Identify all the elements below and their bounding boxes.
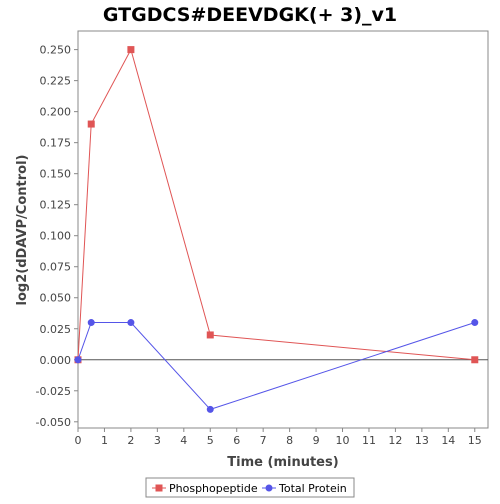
total-protein-point: [74, 356, 82, 364]
x-tick-label: 2: [127, 434, 134, 447]
plot-area: [77, 30, 489, 429]
y-tick-label: -0.025: [36, 385, 71, 398]
x-tick-label: 7: [260, 434, 267, 447]
y-tick-label: 0.250: [40, 44, 72, 57]
y-axis: -0.050 -0.025 0.000 0.025 0.050 0.075 0.100 0.1…: [36, 44, 78, 429]
x-tick-label: 11: [362, 434, 376, 447]
y-tick-label: 0.100: [40, 230, 72, 243]
legend: Phosphopeptide Total Protein: [145, 477, 355, 498]
y-tick-label: 0.225: [40, 75, 72, 88]
y-tick-label: 0.050: [40, 292, 72, 305]
total-protein-point: [87, 319, 95, 327]
x-tick-label: 14: [441, 434, 455, 447]
x-tick-label: 4: [180, 434, 187, 447]
y-tick-label: 0.125: [40, 199, 72, 212]
legend-label-total-protein: Total Protein: [278, 482, 347, 495]
y-tick-label: 0.025: [40, 323, 72, 336]
phosphopeptide-point: [471, 356, 479, 364]
x-tick-label: 8: [286, 434, 293, 447]
x-tick-label: 15: [468, 434, 482, 447]
y-tick-label: 0.175: [40, 137, 72, 150]
total-protein-point: [127, 319, 135, 327]
legend-box: [145, 477, 355, 498]
legend-swatch-phosphopeptide: [155, 484, 163, 492]
total-protein-point: [471, 319, 479, 327]
chart-title: GTGDCS#DEEVDGK(+ 3)_v1: [103, 4, 397, 26]
y-tick-label: 0.200: [40, 106, 72, 119]
x-tick-label: 5: [207, 434, 214, 447]
phosphopeptide-point: [87, 120, 95, 128]
x-tick-label: 13: [415, 434, 429, 447]
x-tick-label: 1: [101, 434, 108, 447]
y-tick-label: -0.050: [36, 416, 71, 429]
y-tick-label: 0.150: [40, 168, 72, 181]
series-layer: [74, 46, 479, 413]
x-tick-label: 10: [336, 434, 350, 447]
x-tick-label: 6: [233, 434, 240, 447]
y-tick-label: 0.075: [40, 261, 72, 274]
x-tick-label: 12: [388, 434, 402, 447]
x-tick-label: 3: [154, 434, 161, 447]
x-axis-label: Time (minutes): [227, 455, 338, 470]
legend-label-phosphopeptide: Phosphopeptide: [169, 482, 258, 495]
x-tick-label: 0: [75, 434, 82, 447]
x-axis: 0 1 2 3 4 5 6 7 8 9 10 11 12 13 14 15: [75, 428, 482, 447]
y-axis-label: log2(dDAVP/Control): [15, 155, 30, 306]
phosphopeptide-point: [127, 46, 135, 54]
x-tick-label: 9: [313, 434, 320, 447]
y-tick-label: 0.000: [40, 354, 72, 367]
phosphopeptide-point: [206, 331, 214, 339]
legend-items: Phosphopeptide Total Protein: [152, 482, 347, 495]
total-protein-point: [206, 405, 214, 413]
legend-swatch-total-protein: [265, 484, 273, 492]
